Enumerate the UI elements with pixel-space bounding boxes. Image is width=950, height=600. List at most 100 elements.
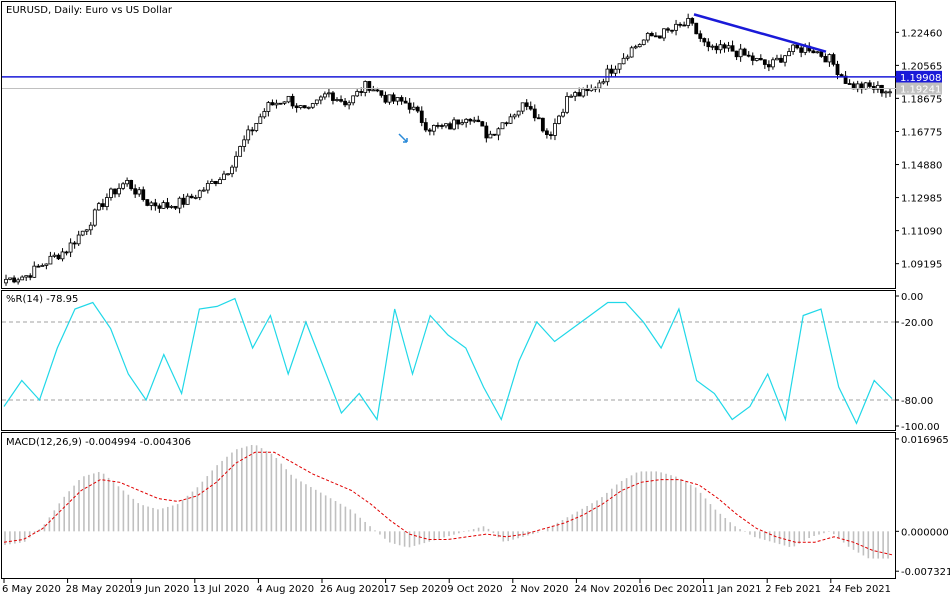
candle-body: [226, 173, 230, 176]
candle-body: [706, 41, 711, 48]
candle-body: [726, 45, 731, 49]
axes: 1.22460 1.20565 1.18675 1.16775 1.14880 1.129…: [2, 28, 950, 595]
candle-body: [423, 122, 428, 131]
candle-body: [771, 59, 775, 68]
candle-body: [347, 102, 352, 106]
candle-body: [153, 202, 158, 207]
candle-body: [230, 166, 234, 175]
candle-body: [68, 242, 73, 253]
candle-body: [193, 196, 198, 199]
time-axis-label: 2 Feb 2021: [765, 584, 821, 595]
time-axis-label: 13 Jul 2020: [193, 584, 250, 595]
candle-body: [758, 58, 763, 61]
candle-body: [811, 50, 816, 54]
candle-body: [32, 265, 37, 278]
candle-body: [880, 84, 884, 94]
macd-axis-label: -0.007321: [901, 567, 950, 578]
macd-title: MACD(12,26,9) -0.004994 -0.004306: [6, 437, 191, 448]
candle-body: [181, 197, 186, 205]
candle-body: [799, 47, 804, 53]
candle-body: [391, 94, 396, 102]
candle-body: [52, 254, 57, 257]
candle-body: [766, 64, 771, 68]
candle-body: [871, 86, 876, 90]
candle-body: [218, 179, 222, 185]
current-price-label: 1.19241: [900, 84, 941, 95]
candle-body: [492, 133, 497, 136]
macd-panel[interactable]: [3, 444, 893, 559]
candle-body: [169, 205, 174, 208]
candle-body: [460, 122, 465, 125]
candle-body: [585, 88, 590, 92]
candle-body: [476, 119, 481, 123]
time-axis-label: 6 May 2020: [2, 584, 61, 595]
candle-body: [310, 103, 315, 108]
candle-body: [222, 173, 226, 180]
candle-body: [670, 29, 674, 32]
candle-body: [137, 189, 142, 195]
price-axis-label: 1.09195: [901, 260, 942, 271]
price-panel[interactable]: [2, 13, 896, 286]
candle-body: [399, 97, 404, 102]
candle-body: [24, 275, 29, 278]
time-axis-label: 19 Jun 2020: [129, 584, 189, 595]
candle-body: [536, 117, 541, 120]
candle-body: [274, 102, 279, 106]
candle-body: [641, 39, 646, 45]
candle-body: [609, 68, 614, 74]
candle-body: [625, 56, 630, 59]
candle-body: [633, 46, 638, 49]
price-axis-label: 1.22460: [901, 28, 942, 39]
candle-body: [286, 95, 291, 103]
candle-body: [431, 124, 436, 132]
candle-body: [835, 63, 840, 75]
candle-body: [867, 82, 872, 87]
candle-body: [379, 90, 384, 96]
candle-body: [702, 38, 707, 43]
candle-body: [553, 123, 557, 136]
price-panel-frame: [1, 1, 896, 289]
candle-body: [64, 251, 69, 254]
current-price-box: [896, 82, 942, 95]
price-axis-label: 1.20565: [901, 61, 942, 72]
candle-body: [278, 102, 283, 105]
candle-body: [480, 121, 485, 127]
candle-body: [508, 116, 513, 124]
candle-body: [113, 188, 117, 195]
candle-body: [524, 102, 529, 107]
candle-body: [658, 35, 662, 39]
candle-body: [331, 92, 335, 101]
candle-body: [488, 133, 493, 139]
williams-panel-frame: [1, 290, 896, 431]
williams-r-panel[interactable]: [2, 297, 895, 425]
candle-body: [427, 129, 432, 132]
candle-body: [105, 197, 109, 207]
candle-body: [444, 123, 448, 127]
candle-body: [375, 89, 380, 92]
wpr-axis-label: -20.00: [901, 318, 933, 329]
candle-body: [823, 56, 828, 63]
candle-body: [20, 276, 25, 281]
candle-body: [246, 129, 251, 141]
candle-body: [302, 105, 307, 109]
candle-body: [411, 106, 416, 110]
candle-body: [335, 99, 339, 101]
candle-body: [573, 92, 578, 97]
time-axis-label: 28 May 2020: [66, 584, 131, 595]
time-axis-label: 16 Dec 2020: [638, 584, 702, 595]
hline-price-label: 1.19908: [900, 73, 941, 84]
candle-body: [306, 106, 311, 109]
candle-body: [262, 111, 267, 118]
candle-body: [452, 119, 456, 130]
candle-body: [258, 116, 263, 124]
williams-title: %R(14) -78.95: [6, 294, 78, 305]
candle-body: [884, 91, 888, 94]
candle-body: [645, 32, 650, 41]
candle-body: [597, 82, 602, 89]
candle-body: [165, 202, 170, 208]
time-axis-label: 26 Aug 2020: [320, 584, 384, 595]
candle-body: [72, 242, 77, 245]
candle-body: [718, 44, 723, 51]
candle-body: [157, 205, 162, 209]
